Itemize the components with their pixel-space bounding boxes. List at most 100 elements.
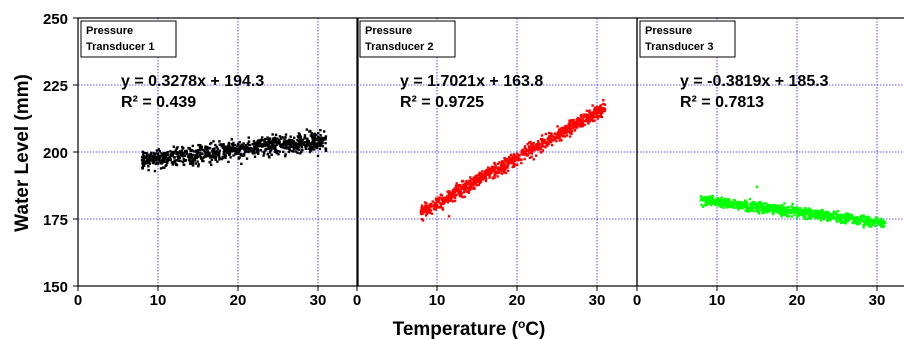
data-point [422, 206, 426, 209]
data-point [580, 120, 583, 123]
data-point [516, 156, 519, 159]
data-point [857, 218, 860, 222]
data-point [232, 154, 235, 157]
data-point [816, 215, 819, 218]
data-point [284, 153, 287, 156]
data-point [488, 172, 492, 176]
data-point [455, 189, 459, 193]
data-point [479, 179, 482, 182]
data-point [842, 220, 846, 223]
data-point [287, 138, 291, 142]
data-point [164, 155, 168, 159]
data-point [531, 150, 534, 153]
x-axis-title-prefix: Temperature ( [393, 319, 519, 339]
data-point [164, 164, 167, 168]
data-point [276, 137, 279, 140]
data-point [473, 181, 477, 184]
data-point [758, 204, 761, 208]
data-point [869, 221, 872, 224]
data-point [485, 168, 488, 172]
data-point [195, 150, 198, 153]
data-point [558, 139, 561, 142]
data-point [488, 169, 491, 173]
data-point [816, 211, 819, 214]
data-point [719, 198, 722, 201]
data-point [520, 161, 523, 165]
data-point [562, 129, 565, 133]
data-point [257, 139, 260, 142]
data-point [268, 151, 272, 154]
data-point [883, 220, 886, 224]
data-point [265, 137, 268, 141]
data-point [141, 156, 145, 159]
data-point [752, 206, 756, 209]
x-tick-label: 0 [633, 292, 641, 309]
data-point [146, 157, 150, 161]
data-point [793, 213, 796, 216]
data-point [547, 136, 551, 139]
data-point [320, 141, 323, 144]
data-point [819, 213, 823, 216]
data-point [799, 209, 802, 212]
data-point [750, 208, 754, 212]
data-point [181, 147, 185, 150]
data-point [881, 219, 884, 223]
data-point [721, 202, 725, 205]
data-point [142, 164, 146, 168]
data-point [307, 147, 310, 150]
data-point [478, 173, 482, 176]
data-point [774, 207, 778, 210]
data-point [156, 157, 159, 160]
data-point [808, 212, 811, 216]
data-point [599, 110, 603, 113]
data-point [292, 136, 296, 140]
data-point [819, 219, 823, 222]
data-point [512, 161, 515, 165]
data-point [315, 133, 318, 137]
data-point [149, 157, 153, 161]
data-point [318, 147, 322, 151]
data-point [836, 209, 840, 213]
data-point [469, 176, 472, 179]
data-point [750, 203, 754, 206]
data-point [711, 202, 715, 205]
data-point [175, 159, 178, 162]
data-point [574, 121, 577, 125]
data-point [246, 142, 250, 145]
data-point [582, 116, 586, 119]
data-point [838, 219, 841, 222]
data-point [776, 207, 780, 210]
data-point [708, 196, 711, 199]
panel-frame [636, 17, 904, 287]
data-point [188, 147, 192, 150]
data-point [496, 162, 499, 166]
data-point [191, 149, 194, 152]
data-point [172, 145, 176, 148]
data-point [192, 159, 196, 162]
data-point [482, 174, 486, 177]
data-point [530, 155, 533, 158]
data-point [196, 160, 199, 163]
data-point [511, 160, 514, 163]
data-point [593, 119, 596, 122]
data-point [431, 200, 434, 203]
data-point [818, 214, 822, 217]
data-point [218, 156, 222, 160]
data-point [175, 150, 179, 154]
data-point [322, 138, 325, 141]
data-point [583, 123, 586, 127]
data-point [735, 202, 739, 205]
data-point [803, 213, 807, 217]
data-point [300, 145, 303, 149]
data-point [457, 183, 460, 187]
x-tick-label: 20 [509, 292, 526, 309]
data-point [552, 139, 555, 142]
data-point [452, 188, 455, 192]
data-point [292, 150, 295, 153]
data-point [176, 155, 179, 158]
data-point [740, 205, 743, 209]
data-point [757, 208, 760, 212]
data-point [779, 204, 782, 208]
data-point [297, 132, 301, 135]
data-point [457, 191, 460, 195]
